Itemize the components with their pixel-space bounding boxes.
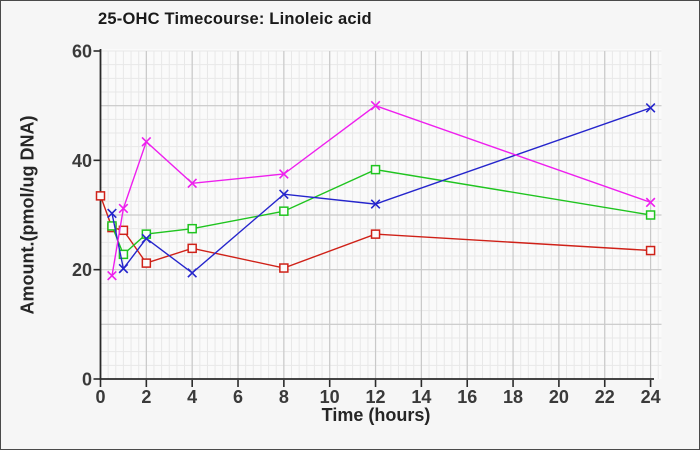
data-point-blue-x bbox=[107, 208, 117, 219]
chart-title: 25-OHC Timecourse: Linoleic acid bbox=[98, 10, 372, 28]
data-point-red-square bbox=[279, 263, 289, 273]
y-axis-title: Amount.(pmol/ug DNA) bbox=[17, 115, 38, 315]
y-tick-label: 20 bbox=[72, 260, 92, 280]
data-point-blue-x bbox=[141, 233, 152, 244]
data-point-green-square bbox=[118, 249, 129, 260]
y-tick-label: 0 bbox=[82, 370, 92, 390]
data-point-magenta-x bbox=[187, 178, 198, 189]
data-point-red-square bbox=[187, 243, 197, 254]
data-point-blue-x bbox=[278, 189, 289, 200]
data-point-blue-x bbox=[187, 268, 198, 278]
data-point-magenta-x bbox=[645, 197, 656, 208]
data-point-red-square bbox=[95, 191, 106, 201]
data-point-magenta-x bbox=[118, 203, 129, 214]
x-tick-label: 14 bbox=[411, 387, 431, 407]
y-tick-label: 40 bbox=[72, 151, 92, 171]
x-axis-title: Time (hours) bbox=[321, 405, 431, 425]
data-point-green-square bbox=[187, 223, 197, 234]
x-tick-label: 18 bbox=[503, 387, 523, 407]
data-point-magenta-x bbox=[107, 270, 117, 281]
data-point-green-square bbox=[279, 206, 289, 216]
x-tick-label: 8 bbox=[279, 387, 289, 407]
data-point-blue-x bbox=[645, 102, 656, 113]
data-point-magenta-x bbox=[370, 100, 381, 111]
data-point-red-square bbox=[370, 229, 381, 239]
y-tick-label: 60 bbox=[72, 41, 92, 61]
data-point-blue-x bbox=[370, 199, 381, 209]
x-tick-label: 10 bbox=[320, 387, 340, 407]
x-tick-label: 12 bbox=[366, 387, 386, 407]
data-point-magenta-x bbox=[141, 136, 152, 147]
data-point-red-square bbox=[645, 245, 656, 256]
x-tick-label: 0 bbox=[95, 387, 105, 407]
x-tick-label: 22 bbox=[595, 387, 615, 407]
x-tick-label: 6 bbox=[233, 387, 243, 407]
x-tick-label: 24 bbox=[641, 387, 661, 407]
data-point-green-square bbox=[645, 210, 656, 220]
x-tick-label: 16 bbox=[457, 387, 477, 407]
data-point-magenta-x bbox=[278, 169, 289, 179]
x-tick-label: 4 bbox=[187, 387, 197, 407]
x-tick-label: 2 bbox=[141, 387, 151, 407]
data-point-red-square bbox=[141, 258, 152, 268]
x-tick-label: 20 bbox=[549, 387, 569, 407]
data-point-green-square bbox=[370, 164, 381, 175]
data-point-green-square bbox=[107, 221, 117, 231]
data-point-blue-x bbox=[118, 263, 129, 274]
data-point-green-square bbox=[141, 229, 152, 239]
